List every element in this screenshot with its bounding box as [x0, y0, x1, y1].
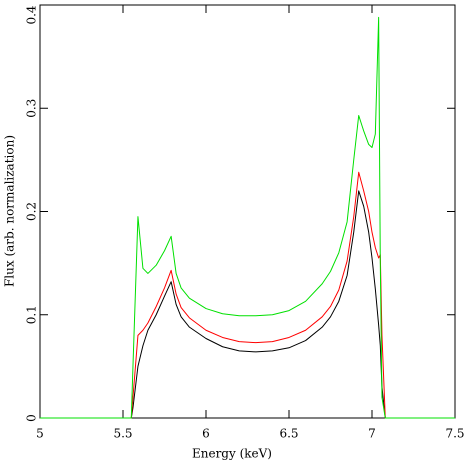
y-tick-label: 0.3 — [25, 99, 39, 118]
x-axis-label: Energy (keV) — [192, 447, 272, 461]
y-axis-label: Flux (arb. normalization) — [3, 135, 17, 287]
y-tick-label: 0.1 — [25, 305, 39, 324]
y-tick-label: 0.4 — [25, 5, 39, 24]
x-tick-label: 6.5 — [279, 427, 298, 441]
x-tick-label: 7.5 — [445, 427, 464, 441]
x-tick-label: 6 — [202, 427, 210, 441]
y-tick-label: 0.2 — [25, 202, 39, 221]
y-tick-label: 0 — [25, 414, 39, 422]
series-line — [40, 171, 455, 419]
series-line — [40, 190, 455, 419]
series-line — [40, 16, 455, 419]
x-tick-label: 5 — [36, 427, 44, 441]
x-tick-label: 5.5 — [113, 427, 132, 441]
plot-frame — [39, 4, 456, 419]
x-tick-label: 7 — [368, 427, 376, 441]
